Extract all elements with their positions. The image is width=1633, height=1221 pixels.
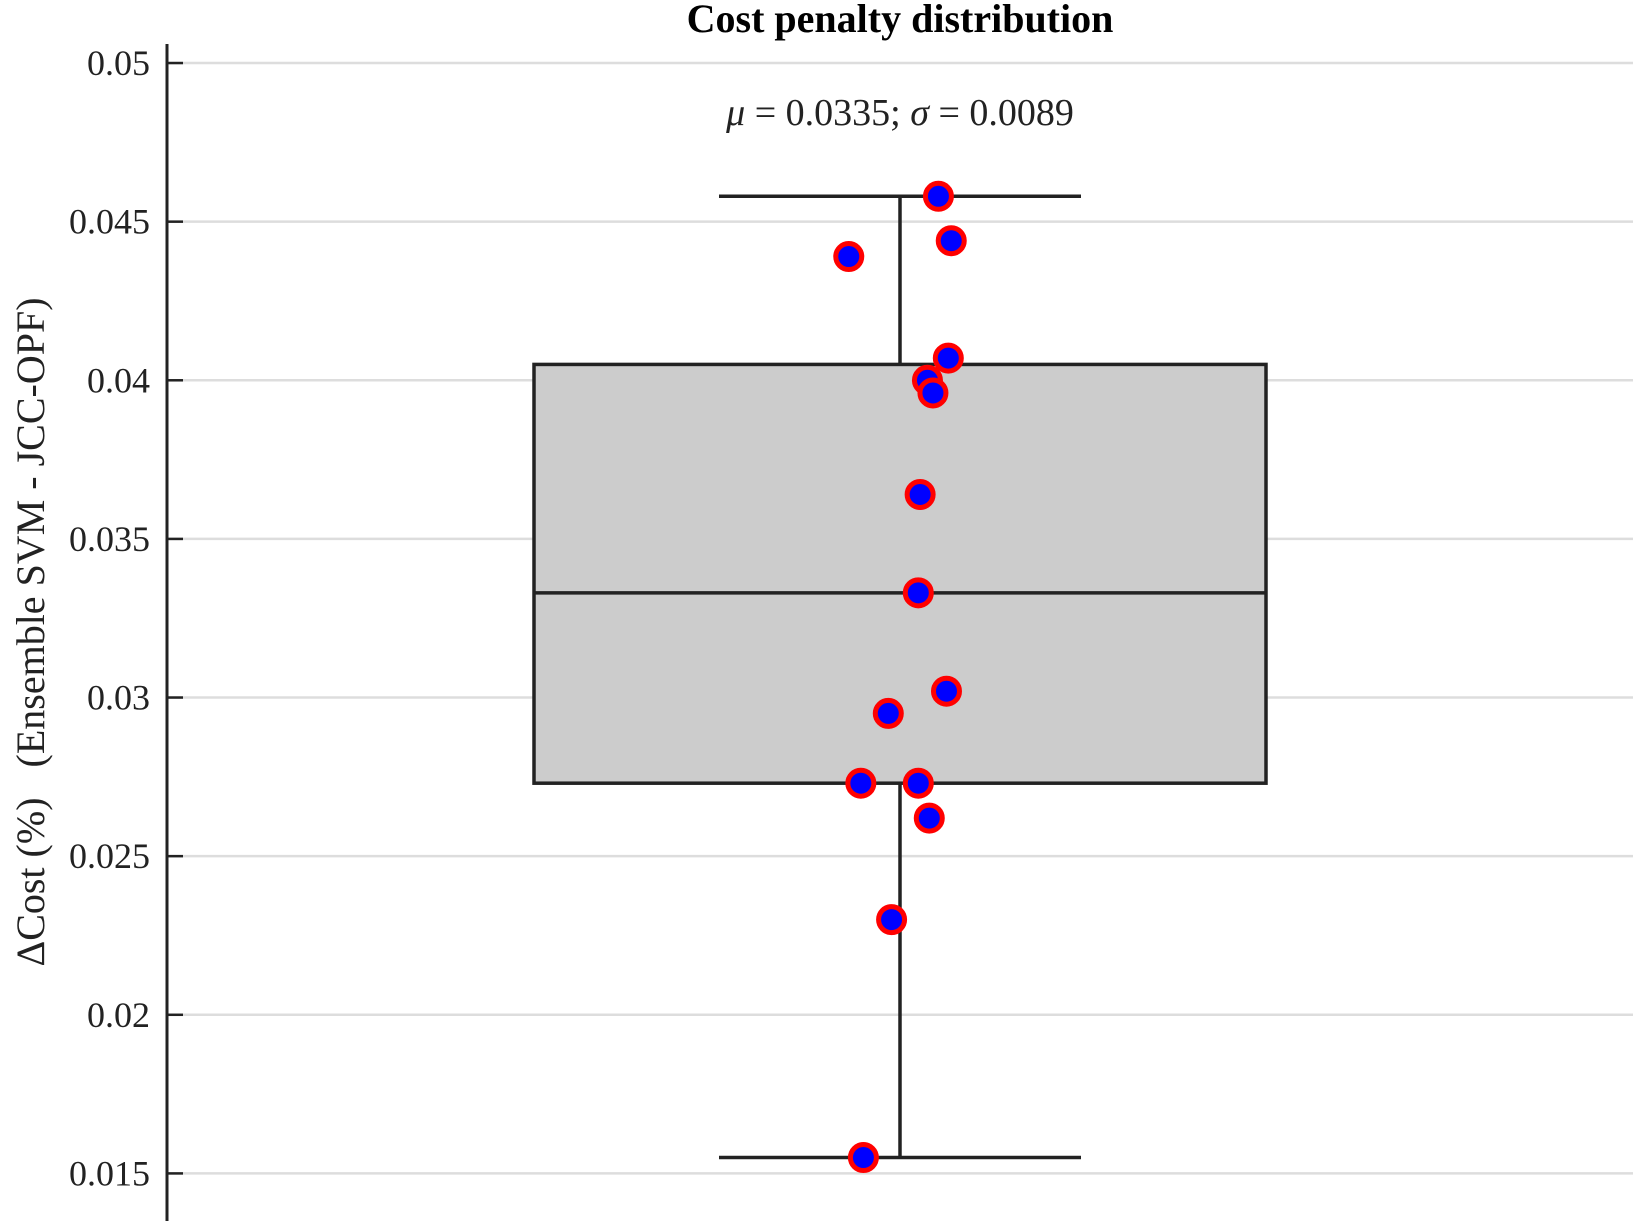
chart-title: Cost penalty distribution (687, 0, 1114, 41)
mu-value: = 0.0335; (745, 92, 910, 134)
data-point (847, 1142, 879, 1174)
data-point (876, 904, 908, 936)
y-tick-label: 0.045 (69, 202, 150, 242)
y-tick-label: 0.02 (87, 995, 150, 1035)
data-point (935, 225, 967, 257)
data-point (872, 697, 904, 729)
data-point (930, 675, 962, 707)
y-tick-label: 0.035 (69, 519, 150, 559)
y-tick-label: 0.015 (69, 1153, 150, 1193)
y-tick-label: 0.05 (87, 43, 150, 83)
y-tick-label: 0.03 (87, 678, 150, 718)
data-points (833, 180, 967, 1174)
data-point (845, 767, 877, 799)
boxplot (532, 194, 1268, 1160)
data-point (833, 241, 865, 273)
data-point (902, 767, 934, 799)
data-point (932, 342, 964, 374)
data-point (902, 577, 934, 609)
y-tick-label: 0.04 (87, 360, 150, 400)
y-tick-label: 0.025 (69, 836, 150, 876)
sigma-value: = 0.0089 (929, 92, 1074, 134)
data-point (922, 180, 954, 212)
data-point (917, 377, 949, 409)
sigma-symbol: σ (910, 92, 930, 134)
y-axis-ticks: 0.015 0.02 0.025 0.03 0.035 0.04 0.045 0.05 (69, 43, 183, 1193)
data-point (904, 478, 936, 510)
y-axis-label: ΔCost (%) (Ensemble SVM - JCC-OPF) (8, 297, 53, 966)
data-point (913, 802, 945, 834)
mu-symbol: μ (725, 92, 745, 134)
stats-annotation: μ = 0.0335; σ = 0.0089 (725, 92, 1074, 134)
